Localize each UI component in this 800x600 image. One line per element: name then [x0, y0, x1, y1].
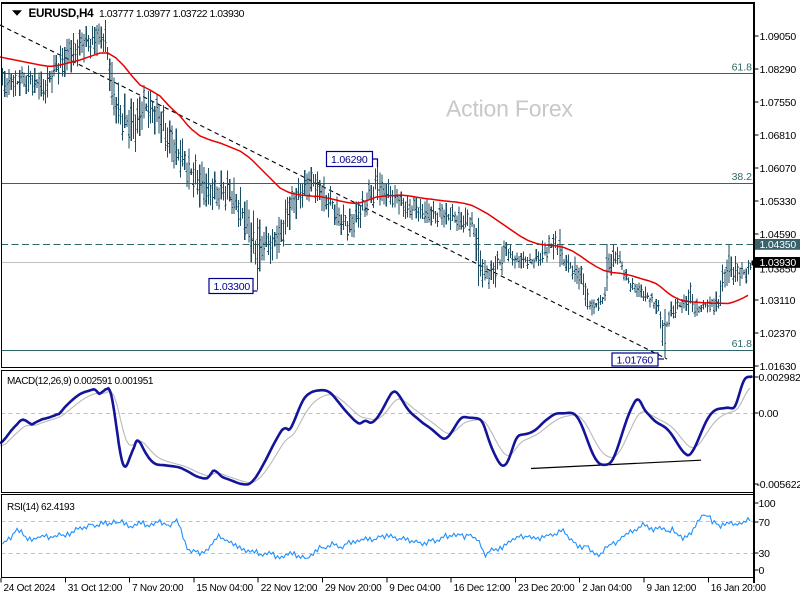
svg-text:RSI(14) 62.4193: RSI(14) 62.4193	[7, 502, 75, 513]
svg-text:1.06810: 1.06810	[760, 130, 797, 142]
svg-text:29 Nov 20:00: 29 Nov 20:00	[325, 583, 382, 594]
svg-text:1.08290: 1.08290	[760, 64, 797, 76]
svg-text:30: 30	[759, 548, 771, 560]
svg-text:70: 70	[759, 517, 771, 529]
svg-text:1.03110: 1.03110	[760, 295, 796, 307]
svg-text:1.06290: 1.06290	[331, 154, 368, 166]
svg-text:1.03930: 1.03930	[760, 257, 797, 269]
svg-text:1.01630: 1.01630	[760, 361, 797, 373]
svg-text:0: 0	[759, 565, 765, 577]
svg-text:16 Jan 20:00: 16 Jan 20:00	[711, 583, 767, 594]
svg-text:16 Dec 12:00: 16 Dec 12:00	[454, 583, 511, 594]
svg-text:1.02370: 1.02370	[760, 328, 797, 340]
svg-text:0.002982: 0.002982	[759, 372, 800, 384]
svg-text:1.03300: 1.03300	[214, 281, 251, 293]
svg-text:22 Nov 12:00: 22 Nov 12:00	[261, 583, 318, 594]
svg-text:9 Jan 12:00: 9 Jan 12:00	[647, 583, 697, 594]
svg-text:1.03777 1.03977 1.03722 1.0393: 1.03777 1.03977 1.03722 1.03930	[99, 9, 245, 20]
svg-text:15 Nov 04:00: 15 Nov 04:00	[196, 583, 253, 594]
svg-text:100: 100	[759, 498, 776, 510]
svg-text:31 Oct 12:00: 31 Oct 12:00	[68, 583, 123, 594]
svg-text:1.01760: 1.01760	[617, 355, 654, 367]
svg-text:38.2: 38.2	[732, 171, 753, 183]
svg-text:1.04590: 1.04590	[760, 229, 797, 241]
svg-text:1.04350: 1.04350	[760, 239, 797, 251]
svg-text:61.8: 61.8	[732, 62, 753, 74]
svg-text:2 Jan 04:00: 2 Jan 04:00	[582, 583, 632, 594]
svg-text:23 Dec 20:00: 23 Dec 20:00	[518, 583, 575, 594]
svg-text:1.06070: 1.06070	[760, 163, 797, 175]
svg-text:1.07550: 1.07550	[760, 97, 797, 109]
svg-text:EURUSD,H4: EURUSD,H4	[29, 7, 95, 20]
svg-text:24 Oct 2024: 24 Oct 2024	[4, 583, 56, 594]
svg-text:61.8: 61.8	[732, 338, 753, 350]
svg-text:9 Dec 04:00: 9 Dec 04:00	[389, 583, 441, 594]
svg-text:Action Forex: Action Forex	[446, 96, 573, 122]
svg-text:-0.005622: -0.005622	[757, 479, 800, 491]
svg-text:MACD(12,26,9) 0.002591 0.00195: MACD(12,26,9) 0.002591 0.001951	[7, 376, 154, 387]
svg-text:7 Nov 20:00: 7 Nov 20:00	[132, 583, 184, 594]
svg-text:1.09050: 1.09050	[760, 31, 797, 43]
svg-text:0.00: 0.00	[759, 408, 779, 420]
svg-text:1.05330: 1.05330	[760, 196, 797, 208]
